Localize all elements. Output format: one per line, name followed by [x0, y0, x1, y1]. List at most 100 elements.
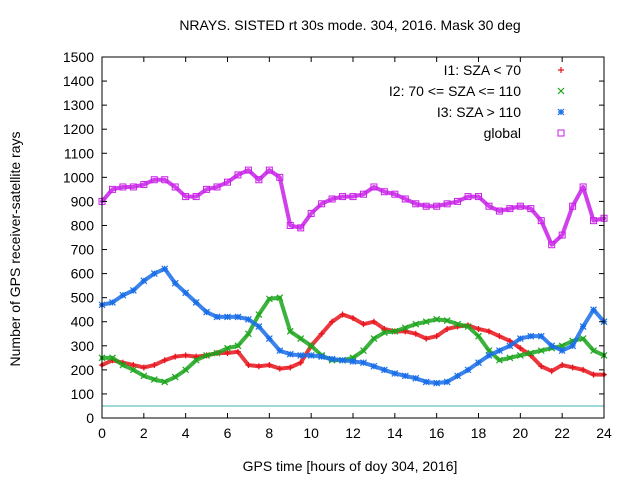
data-point	[423, 335, 430, 342]
data-point	[245, 362, 252, 369]
data-point	[569, 364, 576, 371]
data-point	[213, 313, 221, 321]
data-point	[370, 183, 378, 191]
data-point	[580, 366, 587, 373]
data-point	[172, 353, 179, 360]
data-point	[495, 356, 503, 364]
y-tick-label: 300	[71, 338, 95, 354]
y-tick-label: 1300	[63, 97, 94, 113]
data-point	[265, 166, 273, 174]
data-point	[255, 323, 263, 330]
y-tick-label: 1500	[63, 49, 94, 65]
data-point	[548, 241, 556, 249]
data-point	[464, 193, 472, 201]
data-point	[412, 200, 420, 208]
data-point	[579, 183, 587, 191]
data-point	[192, 193, 200, 201]
data-point	[129, 366, 137, 374]
legend-marker	[557, 108, 565, 116]
data-point	[109, 299, 116, 306]
data-point	[171, 373, 179, 381]
data-point	[182, 352, 189, 359]
data-point	[433, 202, 441, 210]
data-point	[307, 342, 315, 350]
data-point	[475, 193, 482, 201]
data-point	[287, 364, 294, 371]
data-point	[558, 347, 566, 355]
series-layer	[98, 166, 608, 387]
data-point	[286, 327, 294, 335]
data-point	[590, 371, 597, 378]
data-point	[328, 195, 336, 203]
data-point	[297, 359, 304, 366]
data-point	[433, 333, 440, 340]
data-point	[454, 197, 462, 205]
data-point	[276, 365, 283, 372]
data-point	[161, 378, 169, 386]
data-point	[454, 372, 462, 380]
data-point	[108, 185, 116, 193]
data-point	[422, 378, 430, 386]
data-point	[527, 332, 535, 340]
data-point	[485, 352, 493, 359]
x-tick-label: 8	[265, 425, 273, 441]
data-point	[517, 345, 524, 352]
data-point	[475, 359, 482, 367]
data-point	[412, 330, 419, 337]
data-point	[244, 330, 252, 338]
y-tick-label: 900	[71, 193, 95, 209]
data-point	[569, 342, 577, 350]
data-point	[140, 372, 148, 380]
data-point	[286, 221, 294, 229]
x-tick-label: 22	[554, 425, 570, 441]
legend-layer: I1: SZA < 70 I2: 70 <= SZA <= 110 I3: SZA …	[389, 62, 565, 141]
data-point	[590, 217, 598, 225]
data-point	[527, 205, 535, 213]
data-point	[297, 224, 305, 232]
data-point	[422, 318, 430, 326]
y-tick-label: 600	[71, 266, 95, 282]
data-point	[234, 342, 242, 350]
data-point	[443, 317, 451, 324]
data-point	[444, 325, 451, 332]
data-point	[360, 321, 367, 328]
data-point	[485, 328, 492, 335]
x-tick-label: 18	[471, 425, 487, 441]
data-point	[559, 362, 566, 369]
data-point	[150, 270, 158, 278]
data-point	[265, 295, 273, 303]
x-tick-label: 4	[182, 425, 190, 441]
data-point	[412, 320, 420, 328]
data-point	[339, 311, 346, 318]
x-tick-label: 20	[513, 425, 529, 441]
data-point	[276, 347, 284, 355]
y-tick-label: 1400	[63, 73, 94, 89]
data-point	[443, 378, 451, 386]
data-point	[495, 207, 503, 215]
data-point	[129, 287, 137, 294]
series-3	[98, 166, 608, 249]
legend-label: I3: SZA > 110	[437, 104, 521, 120]
data-point	[318, 200, 326, 208]
data-point	[349, 193, 357, 201]
y-axis-label: Number of GPS receiver-satellite rays	[7, 132, 23, 367]
legend-label: global	[484, 125, 521, 141]
data-point	[391, 327, 399, 335]
data-point	[443, 200, 451, 208]
data-point	[192, 356, 200, 364]
data-point	[161, 357, 168, 364]
data-point	[360, 347, 367, 355]
data-point	[203, 308, 211, 316]
data-point	[538, 363, 545, 370]
data-point	[516, 202, 524, 210]
y-tick-label: 800	[71, 217, 95, 233]
data-point	[255, 176, 263, 184]
y-tick-label: 0	[86, 410, 94, 426]
data-point	[516, 335, 524, 343]
data-point	[234, 348, 241, 355]
data-point	[590, 306, 597, 314]
data-point	[548, 368, 555, 375]
data-point	[140, 181, 148, 189]
data-point	[454, 320, 462, 328]
